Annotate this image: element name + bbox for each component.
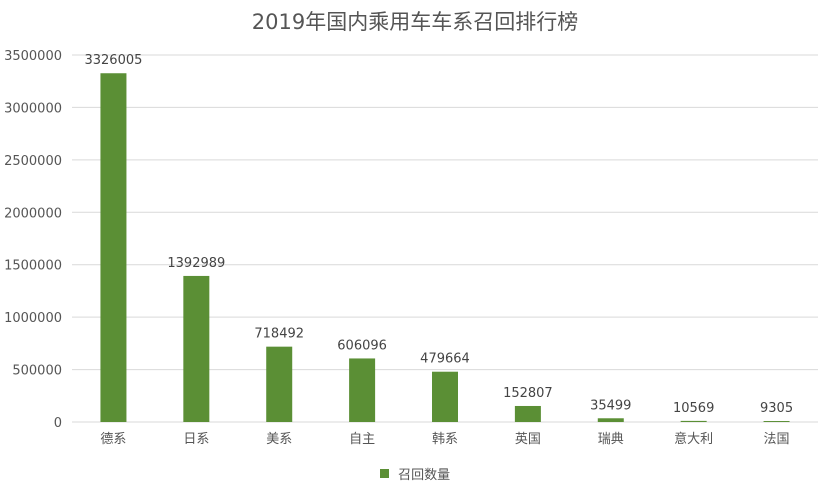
bar <box>266 346 293 422</box>
data-label: 10569 <box>673 401 714 416</box>
legend-label: 召回数量 <box>398 468 451 483</box>
x-tick-label: 意大利 <box>674 431 713 447</box>
x-tick-label: 韩系 <box>432 432 458 447</box>
x-tick-label: 美系 <box>266 432 292 447</box>
data-label: 606096 <box>337 338 387 353</box>
x-tick-label: 瑞典 <box>598 432 624 447</box>
y-tick-label: 2500000 <box>4 154 62 169</box>
x-tick-label: 德系 <box>100 432 126 447</box>
data-label: 3326005 <box>84 53 142 68</box>
bar <box>349 358 376 422</box>
bars <box>100 73 790 422</box>
x-axis-ticks: 德系 日系 美系 自主 韩系 英国 瑞典 意大利 法国 <box>100 431 789 447</box>
data-label: 9305 <box>760 401 793 416</box>
x-tick-label: 英国 <box>515 432 541 447</box>
legend: 召回数量 <box>0 464 830 483</box>
legend-swatch <box>379 469 389 478</box>
data-label: 152807 <box>503 386 553 401</box>
bar <box>763 421 790 422</box>
y-tick-label: 0 <box>54 416 62 431</box>
data-label: 718492 <box>254 327 304 342</box>
chart-title: 2019年国内乘用车车系召回排行榜 <box>251 10 579 34</box>
bar <box>680 420 707 422</box>
bar <box>183 275 210 422</box>
y-tick-label: 1500000 <box>4 259 62 274</box>
data-label: 479664 <box>420 352 470 367</box>
bar <box>100 73 127 422</box>
y-tick-label: 1000000 <box>4 311 62 326</box>
y-tick-label: 3500000 <box>4 49 62 64</box>
bar <box>514 405 541 422</box>
bar <box>432 371 458 422</box>
x-tick-label: 法国 <box>764 432 790 447</box>
data-label: 35499 <box>590 398 631 413</box>
bar <box>597 418 624 422</box>
y-tick-label: 3000000 <box>4 101 62 116</box>
y-axis-ticks: 0 500000 1000000 1500000 2000000 2500000 30000… <box>4 49 62 431</box>
data-label: 1392989 <box>167 256 225 271</box>
data-labels: 3326005 1392989 718492 606096 479664 152807 35… <box>84 53 793 416</box>
y-tick-label: 2000000 <box>4 206 62 221</box>
x-tick-label: 自主 <box>349 432 375 447</box>
y-tick-label: 500000 <box>12 364 62 379</box>
x-tick-label: 日系 <box>183 432 209 447</box>
